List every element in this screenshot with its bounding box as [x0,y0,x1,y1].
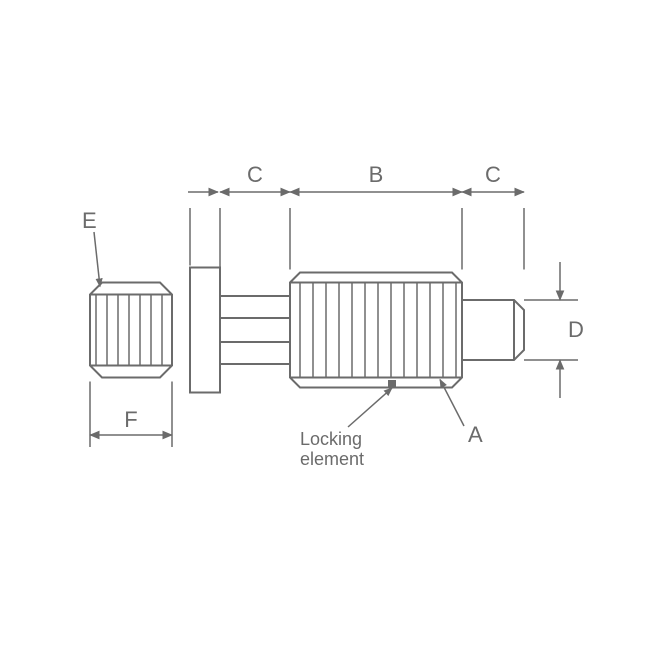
svg-text:B: B [369,162,384,187]
svg-text:D: D [568,317,584,342]
svg-text:C: C [247,162,263,187]
locking-label-line2: element [300,449,364,469]
svg-text:C: C [485,162,501,187]
svg-text:F: F [124,407,137,432]
locking-label-line1: Locking [300,429,362,449]
svg-text:A: A [468,422,483,447]
svg-text:E: E [82,208,97,233]
spring-plunger-diagram: C B C D F E A Lockingelement [0,0,670,670]
